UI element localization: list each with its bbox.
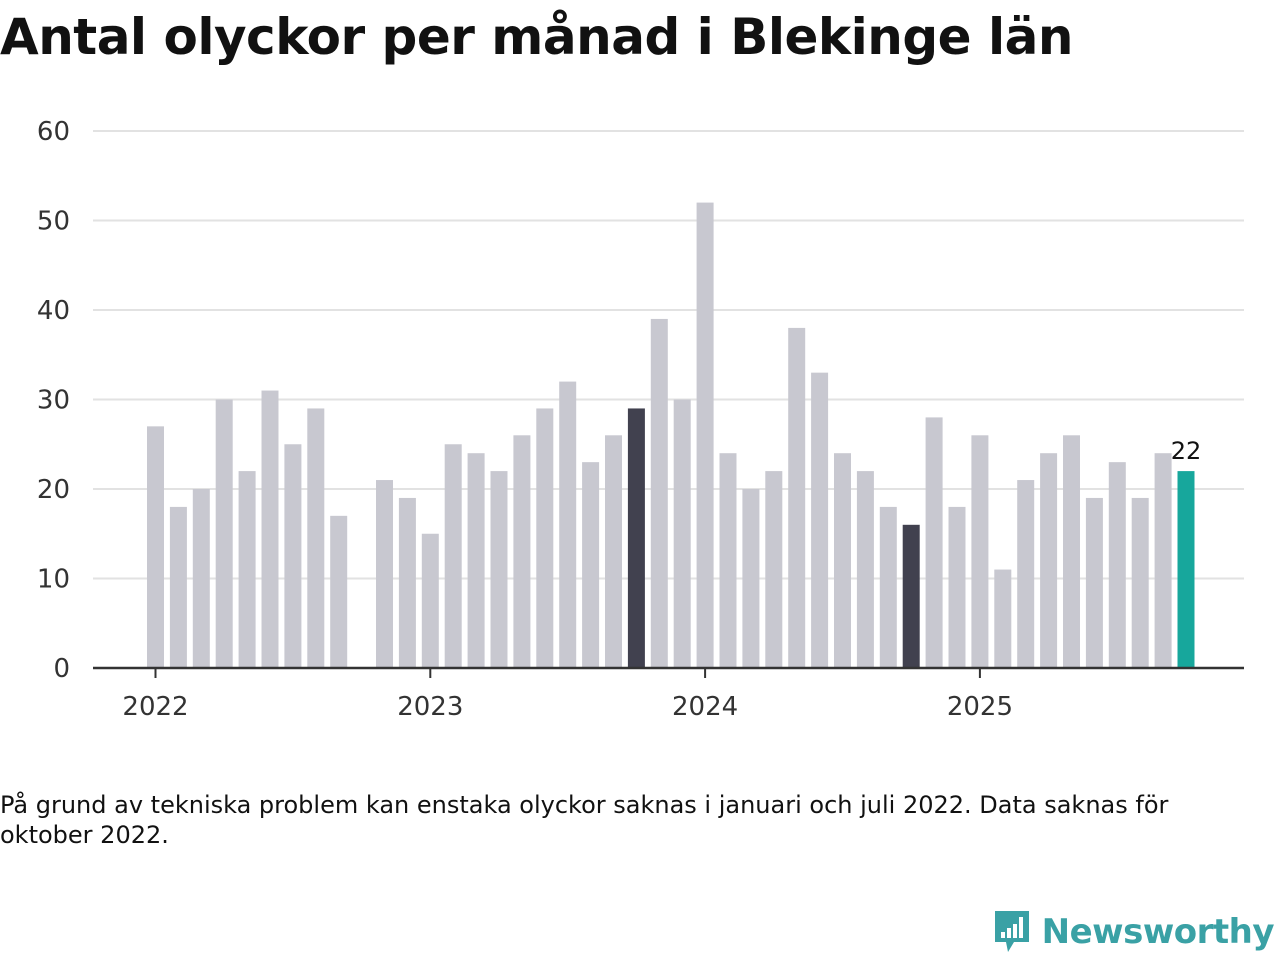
y-tick-label: 40: [37, 296, 70, 326]
bar: [490, 471, 508, 668]
bar: [673, 399, 691, 668]
bar: [307, 408, 325, 668]
bar: [627, 408, 645, 668]
newsworthy-logo-icon: [994, 911, 1029, 952]
bar: [398, 497, 416, 668]
y-axis: 0 10 20 30 40 50 60: [37, 117, 70, 684]
y-tick-label: 30: [37, 386, 70, 416]
bar: [856, 471, 874, 668]
bars: [147, 202, 1195, 668]
bar: [879, 506, 897, 668]
bar: [1154, 453, 1172, 668]
bar: [261, 390, 279, 668]
bar: [1085, 497, 1103, 668]
bar: [444, 444, 462, 668]
bar: [696, 202, 714, 668]
bar: [238, 471, 256, 668]
bar: [513, 435, 531, 668]
bar: [1131, 497, 1149, 668]
x-tick-label: 2023: [397, 692, 463, 722]
bar: [788, 327, 806, 668]
bar: [1063, 435, 1080, 668]
bar: [582, 462, 600, 668]
y-tick-label: 50: [37, 207, 70, 237]
bar: [971, 435, 989, 668]
bar: [536, 408, 554, 668]
bar: [834, 453, 851, 668]
x-tick-label: 2022: [122, 692, 188, 722]
bar: [765, 471, 783, 668]
y-tick-label: 10: [37, 565, 70, 595]
data-label: 22: [1171, 437, 1202, 465]
y-tick-label: 20: [37, 475, 70, 505]
bar: [330, 515, 348, 668]
bar: [925, 417, 943, 668]
bar: [215, 399, 233, 668]
bar: [719, 453, 737, 668]
bar: [902, 524, 920, 668]
brand-logo: Newsworthy: [992, 908, 1275, 956]
bar: [284, 444, 302, 668]
bar: [1017, 480, 1035, 668]
y-tick-label: 0: [53, 654, 70, 684]
bar: [192, 489, 210, 668]
bar: [376, 480, 393, 668]
bar: [147, 426, 164, 668]
data-labels: 22: [1171, 437, 1202, 465]
footnote: På grund av tekniska problem kan enstaka…: [0, 791, 1169, 849]
bar: [948, 506, 966, 668]
bar-chart: 0 10 20 30 40 50 60 2022 2023 2024 2025 22: [37, 117, 1244, 722]
brand-name: Newsworthy: [1041, 912, 1275, 952]
bar: [1040, 453, 1058, 668]
x-tick-label: 2024: [672, 692, 738, 722]
bar: [742, 489, 760, 668]
x-axis: 2022 2023 2024 2025: [93, 666, 1244, 722]
bar: [169, 506, 187, 668]
bar: [650, 318, 668, 668]
bar: [1108, 462, 1126, 668]
bar: [559, 381, 577, 668]
bar: [605, 435, 622, 668]
bar: [421, 533, 439, 668]
bar: [994, 569, 1012, 668]
x-tick-label: 2025: [947, 692, 1013, 722]
bar: [467, 453, 485, 668]
chart-title: Antal olyckor per månad i Blekinge län: [0, 8, 1073, 66]
y-tick-label: 60: [37, 117, 70, 147]
bar: [811, 372, 829, 668]
bar: [1177, 471, 1195, 668]
